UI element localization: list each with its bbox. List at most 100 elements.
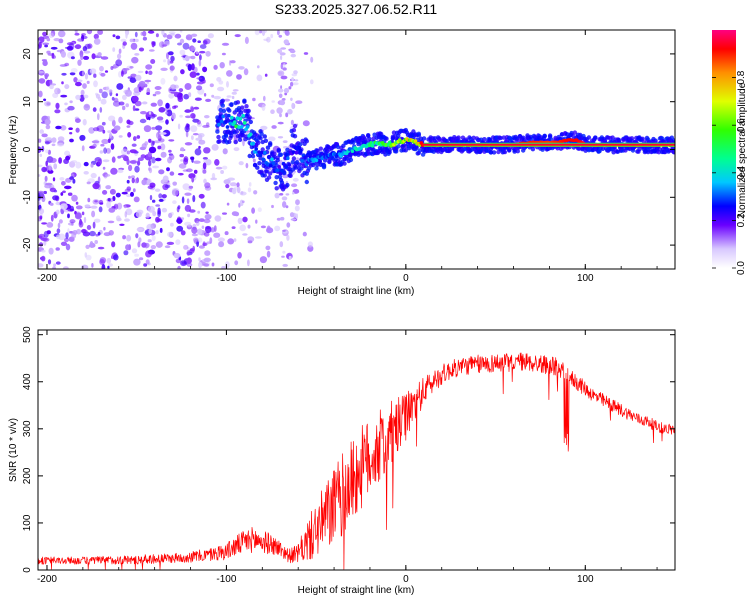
heatmap-cell <box>117 169 124 174</box>
heatmap-cell <box>197 40 201 43</box>
heatmap-cell <box>288 86 292 90</box>
heatmap-cell <box>222 148 228 155</box>
heatmap-cell <box>55 261 61 265</box>
heatmap-cell <box>102 129 106 134</box>
heatmap-cell <box>236 74 242 80</box>
heatmap-cell <box>221 114 225 119</box>
heatmap-cell <box>93 127 100 132</box>
heatmap-cell <box>258 156 263 161</box>
heatmap-cell <box>315 148 320 153</box>
heatmap-cell <box>111 156 116 163</box>
heatmap-cell <box>90 205 98 209</box>
heatmap-cell <box>186 198 190 204</box>
heatmap-cell <box>247 115 252 120</box>
heatmap-cell <box>79 134 86 141</box>
heatmap-cell <box>110 167 118 175</box>
heatmap-cell <box>38 174 41 177</box>
heatmap-cell <box>82 83 87 89</box>
heatmap-cell <box>216 134 221 140</box>
heatmap-cell <box>202 157 208 160</box>
heatmap-cell <box>145 259 150 265</box>
heatmap-cell <box>268 142 273 147</box>
heatmap-cell <box>215 166 223 170</box>
heatmap-cell <box>131 177 135 184</box>
heatmap-cell <box>38 138 42 143</box>
heatmap-cell <box>245 125 250 129</box>
heatmap-cell <box>189 209 196 213</box>
heatmap-cell <box>218 241 225 248</box>
heatmap-cell <box>85 254 92 261</box>
heatmap-cell <box>38 201 41 206</box>
heatmap-cell <box>70 160 78 164</box>
heatmap-cell <box>225 125 230 129</box>
heatmap-cell <box>266 154 272 160</box>
heatmap-cell <box>437 137 442 142</box>
heatmap-cell <box>168 87 173 93</box>
heatmap-cell <box>224 98 231 102</box>
heatmap-cell <box>198 59 202 67</box>
heatmap-cell <box>278 152 284 157</box>
heatmap-cell <box>242 99 247 104</box>
heatmap-cell <box>257 207 262 212</box>
heatmap-cell <box>217 139 222 144</box>
heatmap-cell <box>138 47 145 52</box>
heatmap-cell <box>136 228 143 231</box>
heatmap-cell <box>234 34 241 38</box>
heatmap-cell <box>125 208 133 216</box>
heatmap-cell <box>203 93 207 97</box>
heatmap-cell <box>203 257 211 263</box>
x-tick-label: -200 <box>37 273 57 284</box>
heatmap-cell <box>280 47 287 50</box>
heatmap-cell <box>184 221 192 226</box>
heatmap-cell <box>310 56 314 63</box>
heatmap-cell <box>221 266 226 269</box>
heatmap-cell <box>157 145 162 150</box>
heatmap-cell <box>214 215 222 222</box>
heatmap-cell <box>232 120 237 125</box>
heatmap-cell <box>203 263 210 267</box>
heatmap-cell <box>257 161 262 166</box>
heatmap-cell <box>107 265 110 269</box>
heatmap-cell <box>61 181 66 186</box>
heatmap-cell <box>123 205 127 209</box>
heatmap-cell <box>83 171 89 175</box>
heatmap-cell <box>44 101 52 107</box>
heatmap-cell <box>118 71 122 78</box>
heatmap-cell <box>256 74 263 82</box>
heatmap-cell <box>93 38 101 45</box>
heatmap-cell <box>115 215 121 222</box>
heatmap-cell <box>118 116 123 124</box>
heatmap-cell <box>547 133 553 138</box>
heatmap-cell <box>294 150 299 155</box>
heatmap-cell <box>512 149 517 154</box>
heatmap-cell <box>152 210 157 217</box>
heatmap-cell <box>205 159 212 166</box>
heatmap-cell <box>191 156 194 163</box>
heatmap-cell <box>271 125 277 129</box>
heatmap-cell <box>90 172 97 179</box>
heatmap-cell <box>131 95 139 103</box>
heatmap-cell <box>274 192 280 199</box>
heatmap-cell <box>127 76 133 79</box>
heatmap-cell <box>209 83 214 88</box>
colorbar: 0.0 0.2 0.4 0.6 0.8 Normalized spectral ampl… <box>712 30 748 275</box>
y-tick-label: -10 <box>22 190 33 205</box>
heatmap-cell <box>115 35 121 40</box>
heatmap-cell <box>196 228 203 235</box>
heatmap-cell <box>62 190 66 194</box>
heatmap-cell <box>290 97 293 102</box>
heatmap-cell <box>75 201 79 205</box>
heatmap-cell <box>45 137 52 140</box>
heatmap-cell <box>87 197 91 203</box>
colorbar-label: Normalized spectral amplitude <box>737 82 748 217</box>
heatmap-cell <box>98 206 103 213</box>
heatmap-cell <box>387 140 392 145</box>
heatmap-cell <box>274 175 279 180</box>
heatmap-cell <box>261 30 266 36</box>
heatmap-cell <box>205 50 211 57</box>
x-tick-label: 100 <box>577 574 594 585</box>
heatmap-cell <box>126 193 132 198</box>
heatmap-cell <box>111 119 116 127</box>
heatmap-cell <box>165 119 169 125</box>
heatmap-cell <box>200 201 206 209</box>
